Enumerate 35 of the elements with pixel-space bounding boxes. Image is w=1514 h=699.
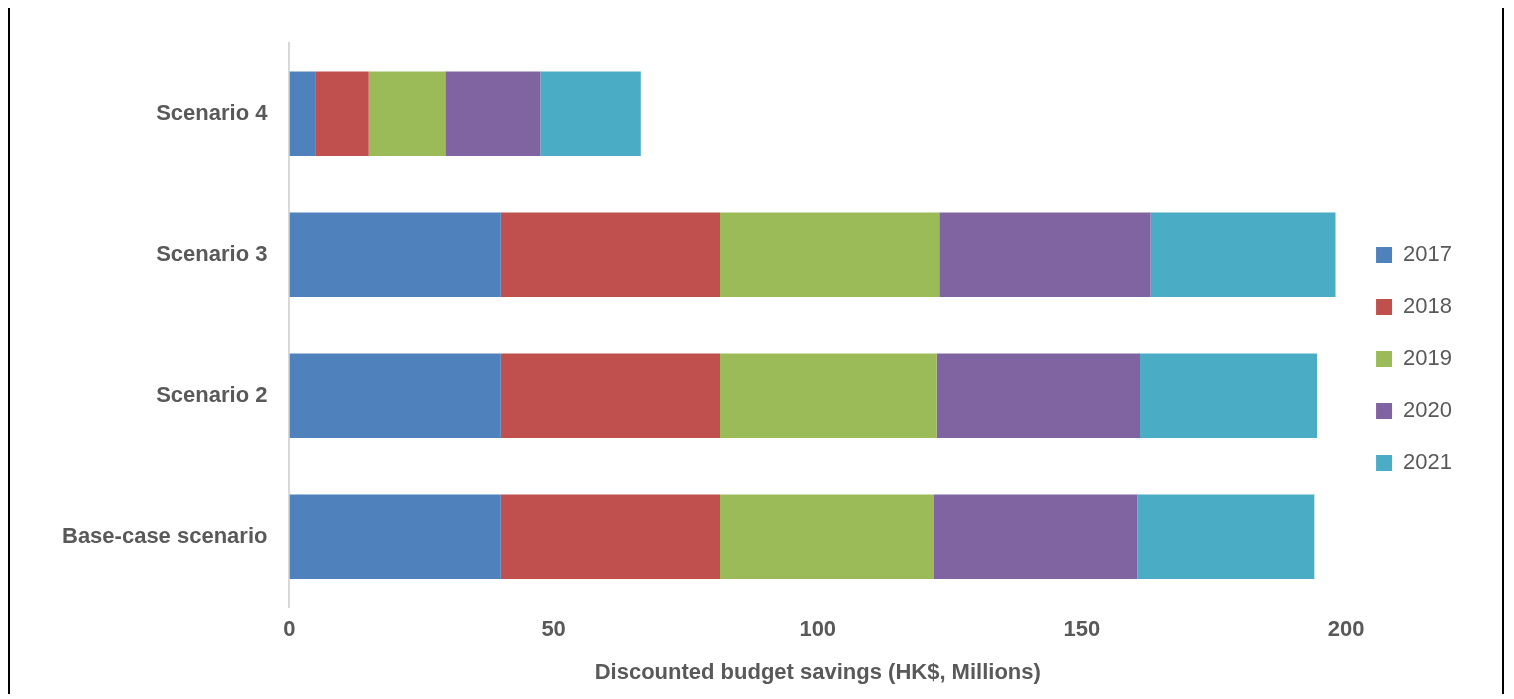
bar [939, 212, 1151, 297]
bar [289, 494, 501, 579]
y-tick-label: Scenario 4 [156, 99, 269, 125]
legend-label: 2021 [1403, 449, 1453, 475]
bar [933, 494, 1138, 579]
x-axis-title: Discounted budget savings (HK$, Millions) [594, 658, 1041, 684]
y-tick-label: Base-case scenario [62, 522, 268, 548]
y-tick-label: Scenario 3 [156, 240, 268, 266]
bar [445, 71, 541, 156]
legend-label: 2017 [1403, 241, 1453, 267]
bar [500, 353, 721, 438]
legend-label: 2020 [1403, 397, 1453, 423]
bar [720, 353, 937, 438]
x-tick-label: 100 [799, 616, 837, 642]
bar [720, 212, 940, 297]
bar [315, 71, 369, 156]
y-tick-label: Scenario 2 [156, 381, 268, 407]
bar [1150, 212, 1336, 297]
bar [1140, 353, 1317, 438]
bar [368, 71, 446, 156]
bar [289, 212, 501, 297]
legend-label: 2019 [1403, 345, 1453, 371]
x-tick-label: 0 [283, 616, 296, 642]
bar [289, 353, 501, 438]
bar [500, 494, 721, 579]
bar [720, 494, 934, 579]
x-tick-label: 50 [541, 616, 566, 642]
bar [540, 71, 641, 156]
x-tick-label: 200 [1327, 616, 1365, 642]
bar [289, 71, 316, 156]
bar [500, 212, 721, 297]
x-tick-label: 150 [1063, 616, 1101, 642]
legend-label: 2018 [1403, 293, 1453, 319]
bar [936, 353, 1141, 438]
bar [1137, 494, 1315, 579]
